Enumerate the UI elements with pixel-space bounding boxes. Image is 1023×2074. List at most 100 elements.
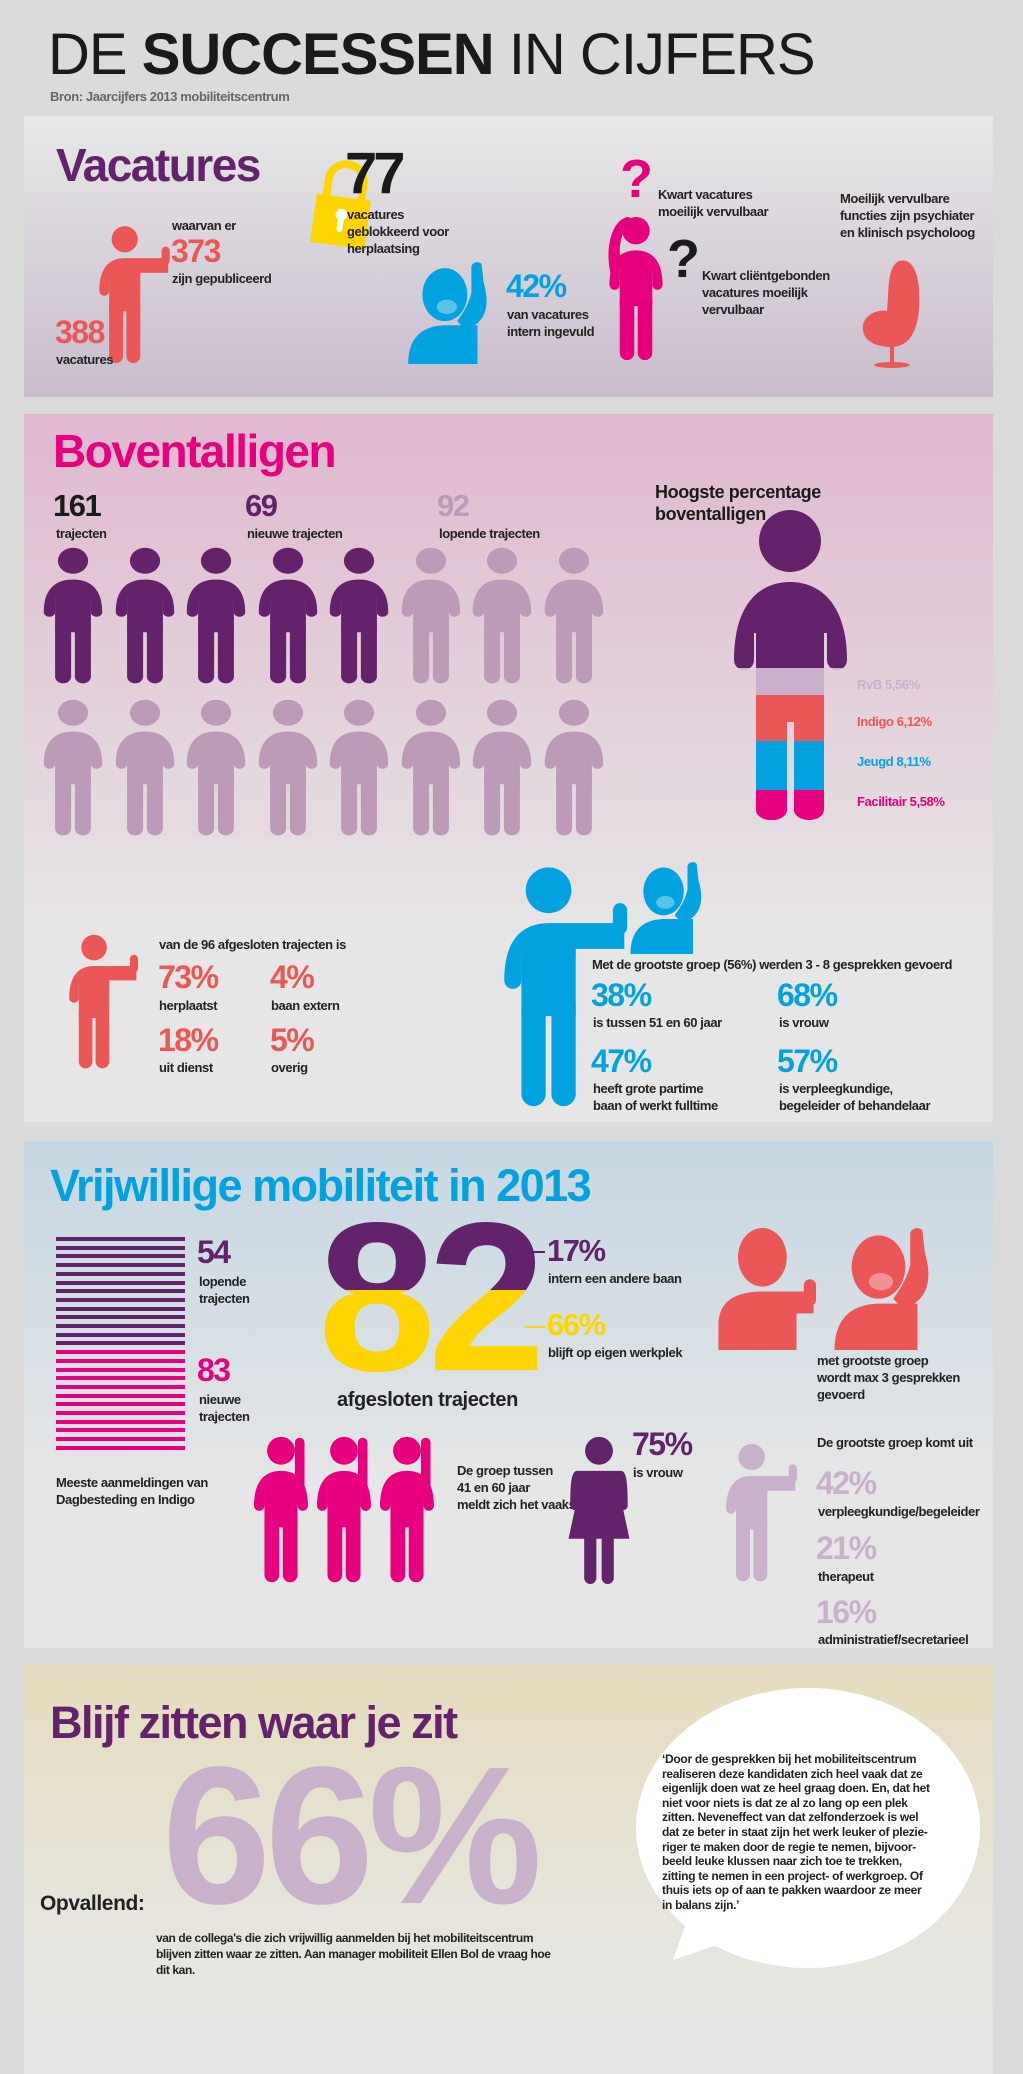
title-light: DE [48,22,128,87]
section-vacatures [24,116,993,397]
stripe [56,1445,185,1450]
stripe [56,1245,185,1250]
stripe [56,1280,185,1285]
intern-label: van vacatures intern ingevuld [507,307,595,339]
origin-value: 21% [816,1530,877,1566]
stripe [56,1254,185,1259]
stripe [56,1315,185,1320]
highest-title: Hoogste percentage boventalligen [655,482,821,524]
person-raising-hand-icon [618,862,722,954]
stripe [56,1306,185,1311]
origin-label: verpleegkundige/begeleider [818,1504,980,1519]
closed-value: 18% [158,1022,219,1058]
published-value: 373 [171,233,221,269]
origin-value: 42% [816,1465,877,1501]
closed-label: baan extern [271,998,340,1013]
stripe [56,1358,185,1363]
person-icon [112,699,178,837]
closed-label: overig [271,1060,308,1075]
stat-value: 161 [53,488,102,523]
woman-icon [568,1436,630,1584]
stripe [56,1367,185,1372]
group-label: is vrouw [779,1015,829,1030]
closed-intro: van de 96 afgesloten trajecten is [159,937,346,952]
total-label: vacatures [56,352,114,367]
closed-value: 82 [318,1178,546,1415]
female-label: is vrouw [633,1465,683,1480]
published-label: zijn gepubliceerd [172,271,272,286]
closed-label: uit dienst [159,1060,213,1075]
title-bold: SUCCESSEN [141,22,495,87]
most-label: Meeste aanmeldingen van Dagbesteding en … [56,1475,208,1507]
intern-value: 17% [547,1233,606,1268]
stripe [56,1393,185,1398]
group-intro: Met de grootste groep (56%) werden 3 - 8… [592,957,953,972]
blijf-lead: Opvallend: [40,1892,145,1915]
person-raising-hand-icon [832,1228,942,1350]
blijf-value: 66% [162,1726,542,1945]
speech-bubble [636,1688,980,1968]
origin-label: therapeut [818,1569,874,1584]
stripe-chart [56,1237,185,1453]
section-title: Vrijwillige mobiliteit in 2013 [50,1160,592,1211]
stripe [56,1437,185,1442]
blocked-label: vacatures geblokkeerd voor herplaatsing [347,207,449,256]
stripe [56,1297,185,1302]
section-title: Boventalligen [53,425,337,477]
stat-label: nieuwe trajecten [247,526,343,541]
new-label: nieuwe trajecten [199,1392,250,1424]
group-value: 57% [777,1043,838,1079]
person-icon [183,699,249,837]
stripe [56,1411,185,1415]
talk-label: met grootste groep wordt max 3 gesprekke… [817,1353,960,1402]
connector-line [525,1326,545,1328]
intern-label: intern een andere baan [548,1271,682,1286]
blijf-description: van de collega's die zich vrijwillig aan… [156,1931,551,1977]
blocked-value: 77 [345,141,405,206]
question2-label: Kwart cliëntgebonden vacatures moeilijk … [702,268,830,317]
origin-intro: De grootste groep komt uit [817,1435,973,1450]
origin-value: 16% [816,1594,877,1630]
female-value: 75% [632,1426,693,1462]
closed-label: herplaatst [159,998,218,1013]
person-icon [541,699,607,837]
stripe [56,1402,185,1407]
person-raising-hand-icon [309,1436,379,1584]
person-raising-hand-icon [372,1436,442,1584]
stripe [56,1289,185,1294]
running-value: 54 [197,1234,231,1270]
person-icon [255,699,321,837]
closed-value: 73% [158,959,219,995]
person-icon [112,547,178,685]
person-pointing-icon [718,1228,817,1350]
section-title: Vacatures [56,139,261,191]
person-icon [398,547,464,685]
person-raising-hand-icon [246,1436,316,1584]
closed-label: afgesloten trajecten [337,1389,518,1411]
origin-label: administratief/secretarieel [818,1632,969,1647]
stripe [56,1341,185,1346]
stat-label: lopende trajecten [439,526,540,541]
group-label: is tussen 51 en 60 jaar [593,1015,722,1030]
page-title: DE SUCCESSEN IN CIJFERS [48,26,816,84]
intern-value: 42% [506,268,567,304]
highest-jeugd: Jeugd 8,11% [857,754,931,769]
person-icon [541,547,607,685]
stripe [56,1350,185,1355]
highest-facilitair: Facilitair 5,58% [857,794,945,809]
highest-indigo: Indigo 6,12% [857,714,932,729]
title-light: IN CIJFERS [508,22,816,87]
stripe [56,1263,185,1268]
group-value: 47% [591,1043,652,1079]
egg-chair-icon [862,260,920,368]
person-icon [398,699,464,837]
person-pointing-icon [66,933,146,1071]
group-value: 68% [777,977,838,1013]
group-label: heeft grote partime baan of werkt fullti… [593,1081,718,1113]
question-mark-icon: ? [620,149,653,209]
group-label: is verpleegkundige, begeleider of behand… [779,1081,931,1113]
stripe [56,1376,185,1381]
section-title: Blijf zitten waar je zit [50,1697,458,1748]
source-note: Bron: Jaarcijfers 2013 mobiliteitscentru… [50,89,290,104]
segmented-person-icon [734,510,847,820]
